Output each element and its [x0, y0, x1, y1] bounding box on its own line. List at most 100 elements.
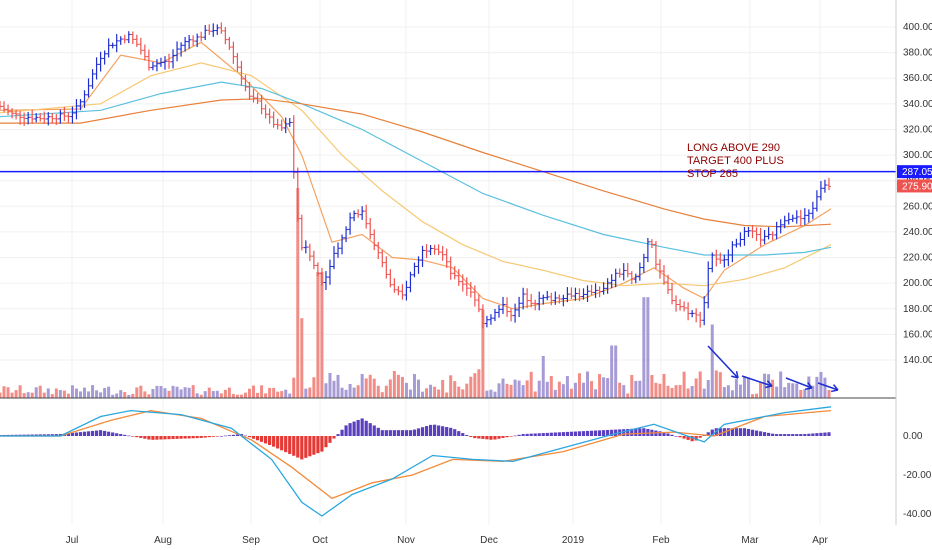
macd-histogram-bar [82, 431, 87, 436]
price-tick-label: 200.00 [903, 278, 932, 289]
volume-bar [38, 385, 42, 398]
volume-bar [771, 379, 775, 398]
macd-histogram-bar [730, 428, 734, 436]
macd-histogram-bar [497, 436, 501, 439]
volume-bar [626, 393, 630, 398]
macd-histogram-bar [320, 436, 324, 452]
volume-bar [557, 381, 561, 398]
volume-bar [243, 392, 247, 398]
macd-histogram-bar [622, 429, 626, 436]
volume-bar [682, 371, 686, 398]
macd-histogram-bar [750, 429, 755, 436]
volume-bar [300, 318, 304, 398]
time-tick-label: Feb [652, 535, 670, 546]
macd-histogram-bar [263, 436, 268, 444]
volume-bar [252, 385, 256, 398]
macd-histogram-bar [396, 430, 400, 436]
macd-histogram-bar [94, 430, 99, 436]
macd-histogram-bar [50, 434, 54, 436]
macd-histogram-bar [445, 427, 449, 436]
price-tick-label: 400.00 [903, 22, 932, 33]
volume-bar [50, 394, 54, 398]
volume-bar [606, 378, 610, 398]
volume-bar [561, 384, 565, 398]
macd-histogram-bar [437, 425, 441, 436]
volume-bar [549, 376, 553, 398]
macd-histogram-bar [666, 433, 670, 436]
volume-bar [159, 386, 163, 398]
volume-bar [308, 387, 312, 398]
macd-histogram-bar [581, 431, 586, 436]
volume-bar [791, 383, 795, 398]
volume-bar [14, 390, 18, 398]
volume-bar [702, 388, 706, 398]
volume-bar [304, 388, 308, 398]
volume-bar [268, 387, 272, 398]
macd-histogram-bar [115, 433, 119, 436]
macd-histogram-bar [412, 429, 417, 436]
macd-histogram-bar [771, 433, 775, 436]
volume-bar [823, 377, 827, 398]
grid-lines [0, 0, 896, 525]
annotation-line-2: TARGET 400 PLUS [687, 155, 784, 167]
volume-bar [577, 373, 581, 398]
macd-histogram-bar [304, 436, 308, 458]
volume-bar [819, 371, 823, 398]
macd-histogram-bar [754, 430, 759, 436]
macd-histogram-bar [78, 432, 83, 436]
volume-bar [70, 385, 74, 398]
macd-histogram-bar [376, 427, 380, 436]
volume-bar [545, 381, 549, 398]
macd-histogram-bar [509, 436, 513, 437]
price-tick-label: 180.00 [903, 304, 932, 315]
volume-bar [54, 388, 58, 398]
volume-bar [183, 387, 187, 398]
macd-histogram-bar [762, 432, 767, 436]
macd-histogram-bar [187, 436, 191, 439]
macd-histogram-bar [441, 426, 445, 436]
volume-bar [734, 379, 738, 398]
volume-bar [751, 394, 755, 398]
macd-histogram-bar [561, 432, 565, 436]
volume-bar [247, 388, 251, 398]
macd-histogram-bar [746, 428, 751, 436]
macd-lines [0, 406, 832, 517]
macd-histogram-bar [461, 433, 465, 436]
volume-bar [678, 384, 682, 398]
volume-bar [99, 392, 103, 398]
volume-bar [610, 345, 614, 398]
volume-bar [167, 390, 171, 398]
macd-histogram-bar [332, 436, 336, 439]
macd-histogram-bar [356, 420, 360, 436]
volume-bar [139, 385, 143, 398]
volume-bar [634, 380, 638, 398]
time-tick-label: Oct [312, 535, 328, 546]
macd-histogram-bar [662, 432, 666, 436]
trend-arrow [817, 382, 839, 391]
macd-histogram-bar [742, 428, 747, 436]
macd-histogram-bar [344, 425, 348, 436]
volume-bar [376, 385, 380, 398]
annotation-line-1: LONG ABOVE 290 [687, 142, 780, 154]
volume-bar [690, 385, 694, 398]
price-tag-hline: 287.05 [897, 165, 932, 179]
macd-histogram-bar [529, 433, 533, 436]
macd-histogram-bar [734, 428, 739, 436]
macd-histogram-bar [638, 428, 642, 436]
volume-bar [332, 380, 336, 398]
volume-bar [30, 392, 34, 398]
macd-histogram-bar [779, 434, 783, 436]
macd-histogram-bar [791, 434, 795, 436]
macd-histogram-bar [167, 436, 171, 440]
volume-bar [203, 391, 207, 398]
macd-histogram-bar [119, 434, 123, 436]
volume-bar [227, 387, 231, 398]
volume-bar [384, 385, 388, 398]
volume-bar [151, 388, 155, 398]
volume-bar [650, 374, 654, 398]
volume-bar [425, 388, 429, 398]
volume-bar [746, 377, 750, 398]
macd-histogram-bar [324, 436, 328, 448]
volume-bar [509, 384, 513, 398]
volume-bar [131, 393, 135, 398]
